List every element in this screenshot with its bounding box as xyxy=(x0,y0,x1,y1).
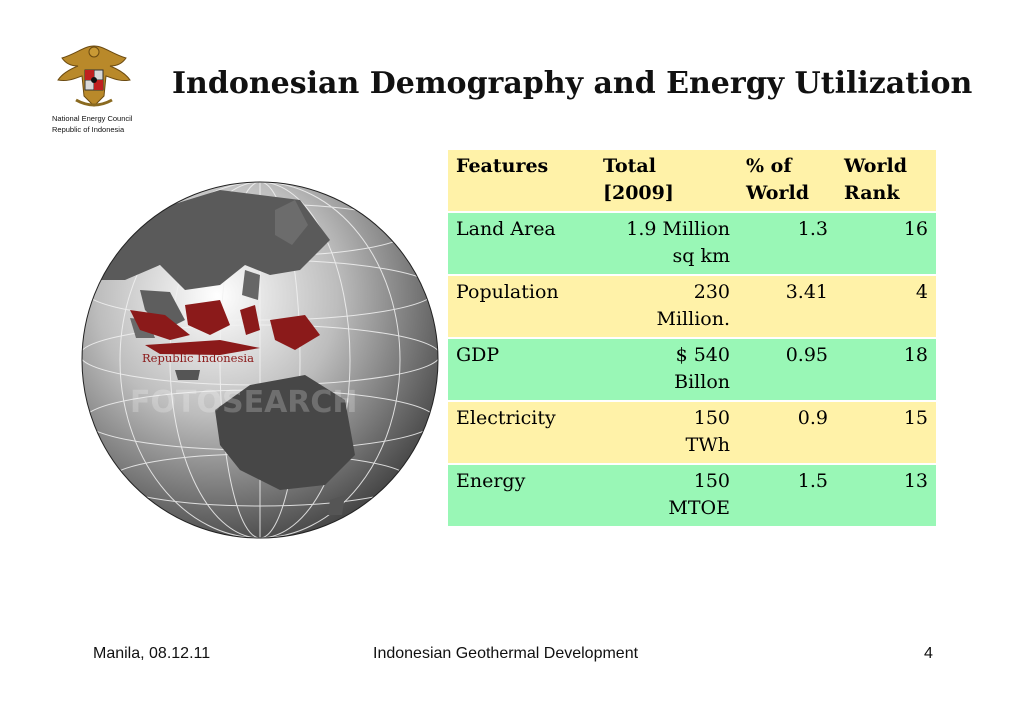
cell-total: $ 540 Billon xyxy=(595,338,738,402)
header-world-rank: World Rank xyxy=(836,150,936,213)
cell-rank: 16 xyxy=(836,212,936,276)
globe-image: FOTOSEARCH xyxy=(70,170,450,550)
table-row: Electricity 150 TWh 0.9 15 xyxy=(448,401,936,465)
header-features: Features xyxy=(448,150,595,213)
table-row: GDP $ 540 Billon 0.95 18 xyxy=(448,338,936,402)
cell-percent: 0.95 xyxy=(738,338,836,402)
cell-percent: 3.41 xyxy=(738,275,836,339)
org-name: National Energy Council xyxy=(52,114,133,123)
watermark-text: FOTOSEARCH xyxy=(130,385,358,420)
cell-total: 230 Million. xyxy=(595,275,738,339)
cell-percent: 1.5 xyxy=(738,464,836,528)
cell-feature: Land Area xyxy=(448,212,595,276)
cell-percent: 1.3 xyxy=(738,212,836,276)
cell-rank: 15 xyxy=(836,401,936,465)
page-number: 4 xyxy=(924,645,933,662)
cell-feature: GDP xyxy=(448,338,595,402)
footer-location-date: Manila, 08.12.11 xyxy=(93,645,211,662)
org-country: Republic of Indonesia xyxy=(52,125,125,134)
cell-feature: Population xyxy=(448,275,595,339)
page-title: Indonesian Demography and Energy Utiliza… xyxy=(172,66,973,101)
cell-feature: Electricity xyxy=(448,401,595,465)
cell-rank: 13 xyxy=(836,464,936,528)
cell-rank: 4 xyxy=(836,275,936,339)
demography-energy-table: Features Total [2009] % of World World Rank… xyxy=(448,150,936,528)
organization-logo: National Energy Council Republic of Indo… xyxy=(52,40,144,134)
table-row: Population 230 Million. 3.41 4 xyxy=(448,275,936,339)
cell-total: 150 TWh xyxy=(595,401,738,465)
header-total: Total [2009] xyxy=(595,150,738,213)
globe-caption: Republic Indonesia xyxy=(142,351,254,365)
garuda-emblem-icon xyxy=(57,45,131,107)
table-row: Land Area 1.9 Million sq km 1.3 16 xyxy=(448,212,936,276)
cell-rank: 18 xyxy=(836,338,936,402)
cell-total: 1.9 Million sq km xyxy=(595,212,738,276)
table-header-row: Features Total [2009] % of World World Rank xyxy=(448,150,936,213)
cell-feature: Energy xyxy=(448,464,595,528)
cell-total: 150 MTOE xyxy=(595,464,738,528)
table-row: Energy 150 MTOE 1.5 13 xyxy=(448,464,936,528)
cell-percent: 0.9 xyxy=(738,401,836,465)
footer-presentation-title: Indonesian Geothermal Development xyxy=(373,645,639,662)
header-percent-world: % of World xyxy=(738,150,836,213)
